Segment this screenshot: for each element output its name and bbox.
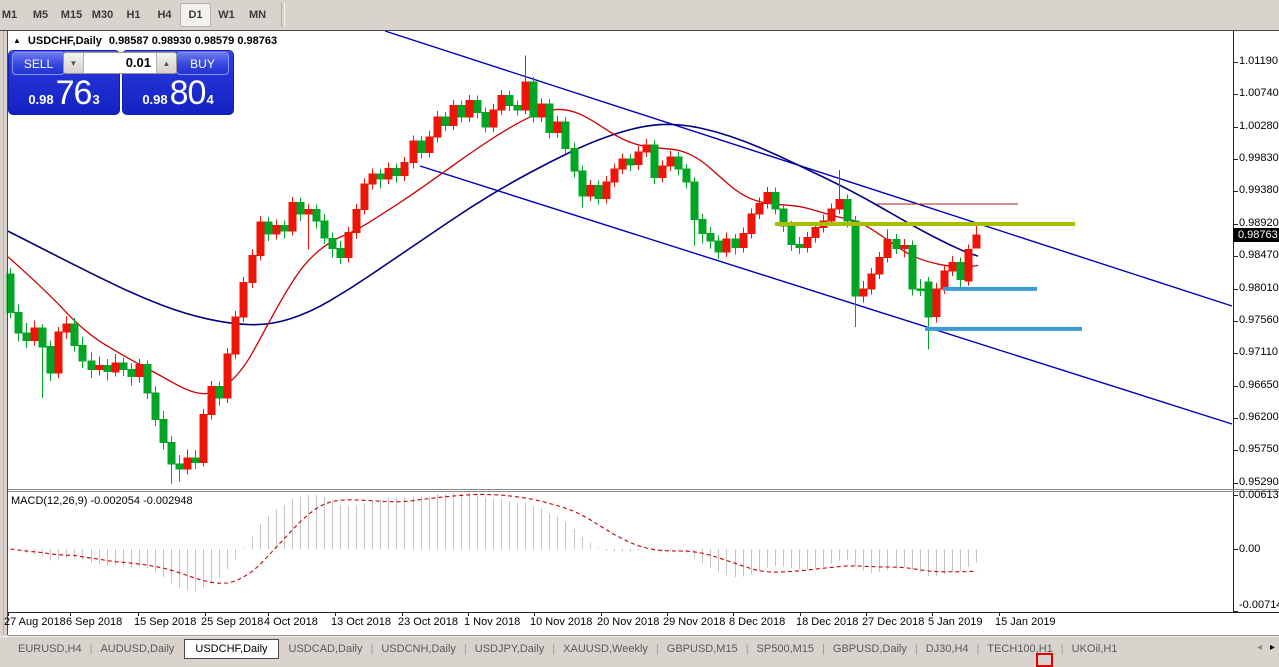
price-axis-label: 0.98010 [1239, 281, 1279, 294]
tab-scroll-arrows: ◂ ▸ [1257, 642, 1275, 653]
date-axis-label: 20 Nov 2018 [597, 616, 660, 628]
macd-axis-label: 0.00 [1239, 543, 1261, 555]
macd-indicator-label: MACD(12,26,9) -0.002054 -0.002948 [11, 495, 193, 507]
current-price-tag: 0.98763 [1233, 228, 1279, 243]
tab-gbpusd-daily[interactable]: GBPUSD,Daily [832, 643, 907, 655]
buy-button[interactable]: BUY [176, 52, 229, 75]
timeframe-button-d1[interactable]: D1 [180, 3, 211, 27]
sell-price-big: 76 [55, 74, 93, 112]
timeframe-button-w1[interactable]: W1 [218, 9, 235, 21]
tab-separator: | [89, 643, 93, 655]
tab-separator: | [370, 643, 374, 655]
tab-scroll-right-icon[interactable]: ▸ [1269, 642, 1275, 653]
date-axis-label: 27 Dec 2018 [862, 616, 925, 628]
price-axis-label: 0.98920 [1239, 216, 1279, 229]
price-axis-label: 1.00740 [1239, 87, 1279, 100]
chart-title: ▲ USDCHF,Daily 0.98587 0.98930 0.98579 0.9… [13, 35, 277, 47]
tab-usdchf-daily[interactable]: USDCHF,Daily [184, 639, 279, 659]
buy-price-big: 80 [169, 74, 207, 112]
tab-separator: | [655, 643, 659, 655]
date-axis-label: 15 Jan 2019 [995, 616, 1056, 628]
date-axis-label: 15 Sep 2018 [134, 616, 197, 628]
date-axis-label: 27 Aug 2018 [4, 616, 66, 628]
tab-audusd-daily[interactable]: AUDUSD,Daily [100, 643, 175, 655]
tab-usdjpy-daily[interactable]: USDJPY,Daily [474, 643, 545, 655]
price-axis-label: 0.99830 [1239, 152, 1279, 165]
tab-xauusd-weekly[interactable]: XAUUSD,Weekly [563, 643, 648, 655]
price-axis-label: 0.98470 [1239, 249, 1279, 262]
price-axis-label: 0.95750 [1239, 443, 1279, 456]
tab-separator: | [822, 643, 825, 655]
toolbar-separator [281, 3, 285, 27]
price-axis-label: 0.97560 [1239, 314, 1279, 327]
tab-separator: | [463, 643, 467, 655]
tab-separator: | [1060, 643, 1064, 655]
date-axis-label: 5 Jan 2019 [928, 616, 983, 628]
price-axis-label: 1.00280 [1239, 119, 1279, 132]
date-axis-label: 4 Oct 2018 [264, 616, 318, 628]
volume-stepper: ▼ 0.01 ▲ [63, 52, 177, 74]
date-axis-label: 18 Dec 2018 [796, 616, 859, 628]
timeframe-button-m15[interactable]: M15 [60, 9, 83, 21]
timeframe-button-m1[interactable]: M1 [1, 9, 18, 21]
timeframe-button-h4[interactable]: H4 [157, 9, 172, 21]
buy-price-prefix: 0.98 [142, 92, 168, 107]
tab-separator: | [552, 643, 556, 655]
date-axis-label: 1 Nov 2018 [464, 616, 521, 628]
timeframe-button-h1[interactable]: H1 [126, 9, 141, 21]
date-axis-label: 23 Oct 2018 [398, 616, 458, 628]
chart-tab-bar: EURUSD,H4 | AUDUSD,Daily USDCHF,Daily USDCAD… [0, 636, 1279, 667]
buy-price: 0.98 80 4 [123, 74, 233, 112]
macd-axis-label: 0.006137 [1239, 488, 1279, 501]
buy-price-sup: 4 [206, 92, 214, 107]
timeframe-toolbar: M1 M5 M15 M30 H1 H4 D1 W1 MN [0, 0, 1279, 30]
tab-usdcnh-daily[interactable]: USDCNH,Daily [381, 643, 456, 655]
tab-separator: | [914, 643, 918, 655]
timeframe-button-m30[interactable]: M30 [91, 9, 114, 21]
volume-value[interactable]: 0.01 [125, 55, 151, 70]
tab-sp500-m15[interactable]: SP500,M15 [756, 643, 815, 655]
timeframe-button-mn[interactable]: MN [248, 9, 267, 21]
tab-scroll-left-icon[interactable]: ◂ [1256, 642, 1262, 653]
date-axis-label: 25 Sep 2018 [201, 616, 264, 628]
tab-ukoil-h1[interactable]: UKOil,H1 [1071, 643, 1118, 655]
one-click-trading-toggle-icon[interactable]: ▲ [13, 36, 21, 45]
sell-price-prefix: 0.98 [28, 92, 54, 107]
price-axis-label: 0.97110 [1239, 346, 1278, 359]
sell-price-sup: 3 [92, 92, 100, 107]
tab-usdcad-daily[interactable]: USDCAD,Daily [288, 643, 363, 655]
sell-button[interactable]: SELL [12, 52, 65, 75]
date-axis-label: 10 Nov 2018 [530, 616, 593, 628]
volume-increase-icon[interactable]: ▲ [156, 53, 176, 73]
price-axis-label: 0.99380 [1239, 184, 1279, 197]
symbol-title: USDCHF,Daily [27, 35, 102, 47]
date-axis-label: 6 Sep 2018 [66, 616, 123, 628]
price-axis-label: 1.01190 [1239, 55, 1278, 67]
price-axis-label: 0.95290 [1239, 476, 1279, 489]
title-ohlc-values: 0.98587 0.98930 0.98579 0.98763 [108, 35, 278, 47]
one-click-trading-panel: 0.98 76 3 0.98 80 4 SELL BUY ▼ 0.01 ▲ [8, 50, 234, 115]
tab-eurusd-h4[interactable]: EURUSD,H4 [18, 643, 82, 655]
tab-tech100-h1[interactable]: TECH100,H1 [987, 643, 1053, 655]
volume-decrease-icon[interactable]: ▼ [64, 53, 84, 73]
date-axis-label: 8 Dec 2018 [729, 616, 786, 628]
tab-gbpusd-m15[interactable]: GBPUSD,M15 [666, 643, 738, 655]
date-axis-label: 13 Oct 2018 [331, 616, 391, 628]
tab-dj30-h4[interactable]: DJ30,H4 [925, 643, 969, 655]
date-axis-label: 29 Nov 2018 [663, 616, 726, 628]
price-axis-label: 0.96650 [1239, 378, 1279, 391]
tab-separator: | [745, 643, 749, 655]
tab-alert-marker [1036, 653, 1053, 667]
tab-separator: | [976, 643, 980, 655]
sell-price: 0.98 76 3 [9, 74, 119, 112]
timeframe-button-m5[interactable]: M5 [32, 9, 49, 21]
macd-axis-label: -0.007142 [1239, 599, 1279, 611]
price-axis-label: 0.96200 [1239, 411, 1279, 424]
